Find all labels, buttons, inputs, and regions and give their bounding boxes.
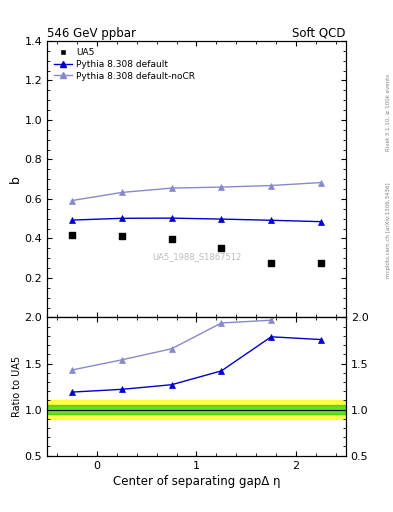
Point [69, 231, 75, 240]
Bar [47, 405, 346, 414]
Bar [47, 400, 346, 419]
Point [268, 259, 274, 267]
Text: Soft QCD: Soft QCD [292, 27, 346, 40]
Text: 546 GeV ppbar: 546 GeV ppbar [47, 27, 136, 40]
Point [169, 236, 175, 244]
Legend: UA5, Pythia 8.308 default, Pythia 8.308 default-noCR: UA5, Pythia 8.308 default, Pythia 8.308 … [51, 46, 198, 83]
Text: mcplots.cern.ch [arXiv:1306.3436]: mcplots.cern.ch [arXiv:1306.3436] [386, 183, 391, 278]
Point [119, 232, 125, 241]
Point [318, 259, 324, 267]
Point [218, 244, 224, 252]
Text: UA5_1988_S1867512: UA5_1988_S1867512 [152, 252, 241, 261]
Y-axis label: b: b [9, 175, 22, 183]
X-axis label: Center of separating gapΔ η: Center of separating gapΔ η [113, 475, 280, 488]
Text: Rivet 3.1.10, ≥ 100k events: Rivet 3.1.10, ≥ 100k events [386, 74, 391, 151]
Y-axis label: Ratio to UA5: Ratio to UA5 [12, 356, 22, 417]
